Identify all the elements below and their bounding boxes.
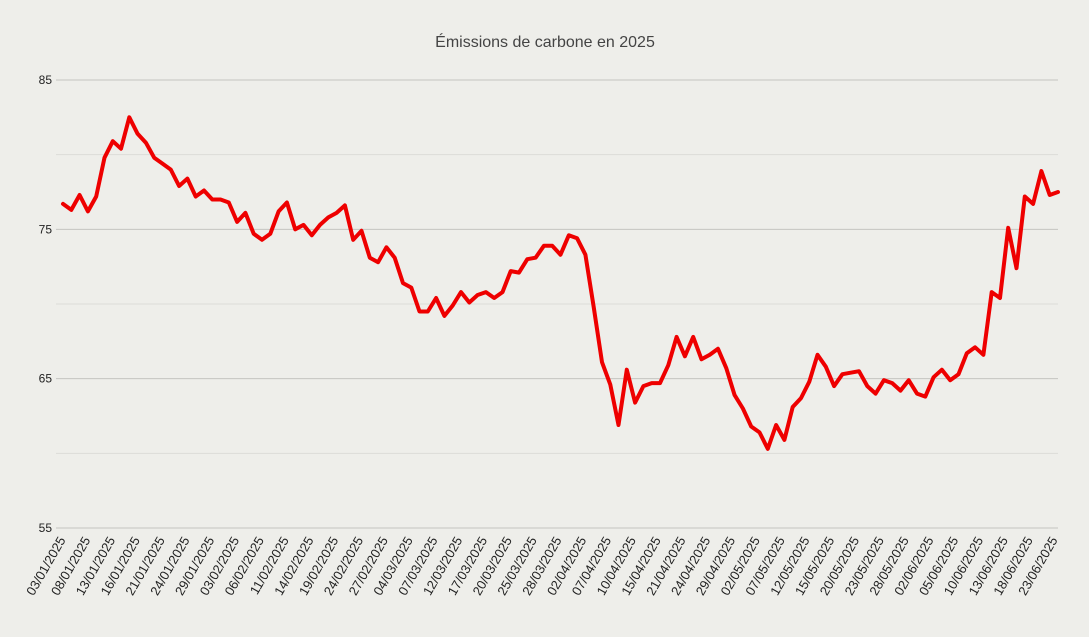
series-group — [61, 115, 1060, 451]
y-axis-ticks: 55 65 75 85 — [39, 73, 53, 535]
grid-lines — [56, 79, 1058, 529]
y-tick-label: 65 — [39, 372, 53, 386]
x-axis-ticks: 03/01/202508/01/202513/01/202516/01/2025… — [23, 534, 1061, 598]
series-line-0 — [61, 115, 1060, 451]
y-tick-label: 55 — [39, 521, 53, 535]
y-tick-label: 75 — [39, 222, 53, 236]
y-tick-label: 85 — [39, 73, 53, 87]
chart-title: Émissions de carbone en 2025 — [435, 32, 655, 51]
